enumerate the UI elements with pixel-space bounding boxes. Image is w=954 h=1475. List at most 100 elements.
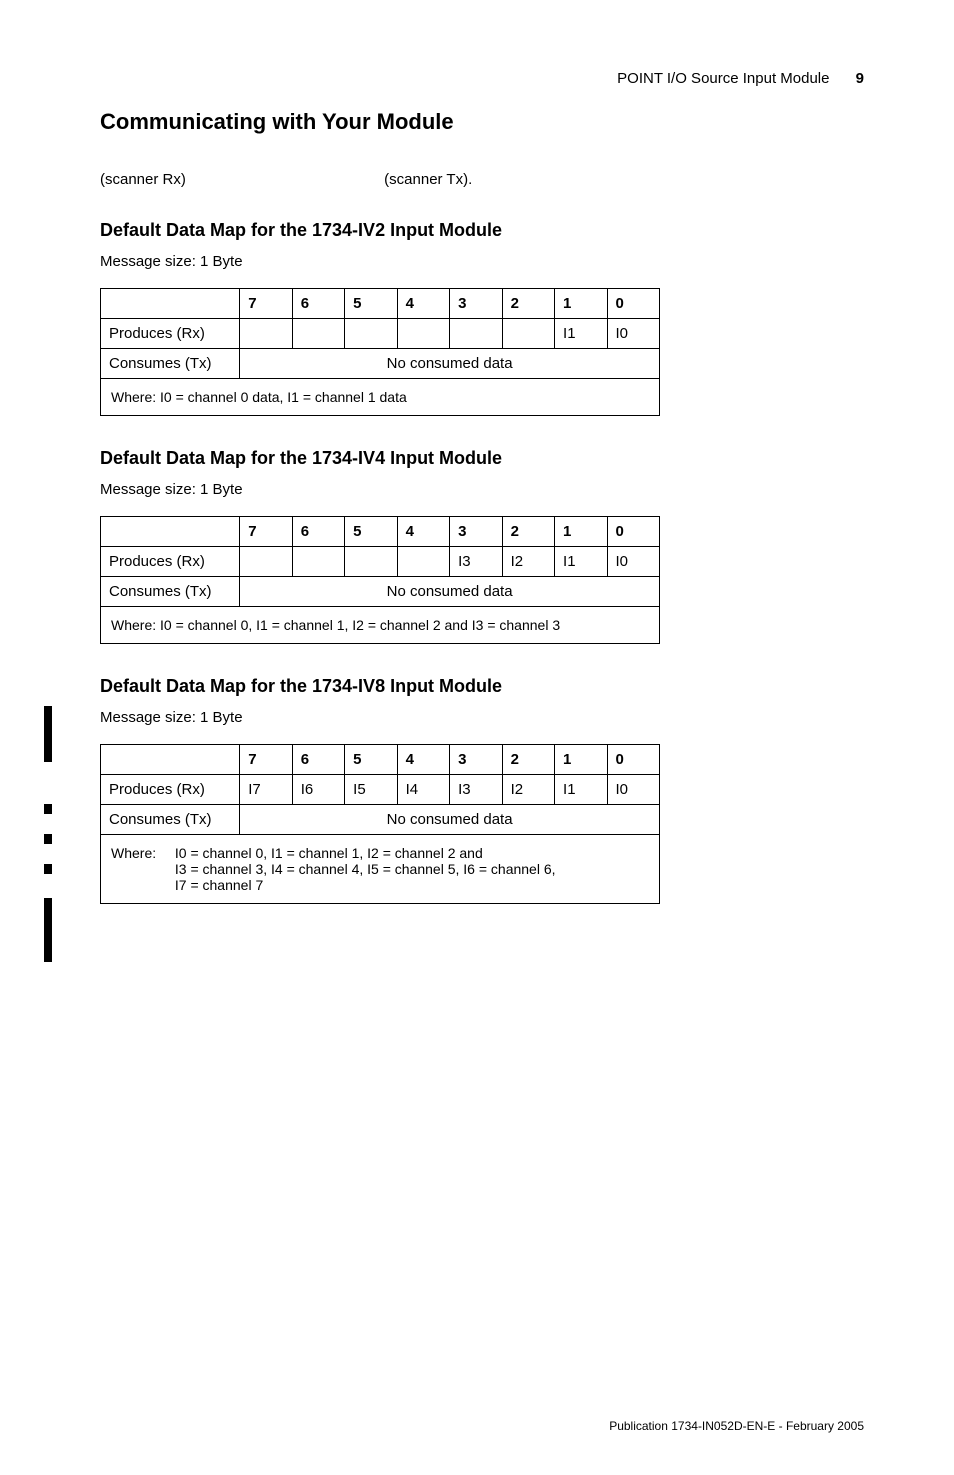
col-header: 2 — [502, 517, 554, 547]
cell: I4 — [397, 775, 449, 805]
row-label: Consumes (Tx) — [101, 577, 240, 607]
col-header: 5 — [345, 289, 397, 319]
where-label: Where: — [111, 845, 171, 861]
cell — [345, 319, 397, 349]
row-label: Consumes (Tx) — [101, 349, 240, 379]
iv2-msg: Message size: 1 Byte — [100, 253, 864, 270]
iv2-heading: Default Data Map for the 1734-IV2 Input … — [100, 220, 864, 241]
cell: I6 — [292, 775, 344, 805]
iv8-section: Default Data Map for the 1734-IV8 Input … — [100, 676, 864, 904]
scanner-rx: (scanner Rx) — [100, 171, 380, 188]
scanner-row: (scanner Rx) (scanner Tx). — [100, 171, 864, 188]
no-consumed: No consumed data — [240, 349, 660, 379]
table-row: Produces (Rx) I1 I0 — [101, 319, 660, 349]
cell — [292, 547, 344, 577]
cell: I5 — [345, 775, 397, 805]
table-row: Where: I0 = channel 0, I1 = channel 1, I… — [101, 835, 660, 904]
cell: I1 — [555, 319, 607, 349]
cell — [450, 319, 502, 349]
col-header: 0 — [607, 517, 659, 547]
cell — [240, 319, 292, 349]
col-header: 3 — [450, 517, 502, 547]
col-header: 5 — [345, 517, 397, 547]
col-header: 6 — [292, 289, 344, 319]
cell — [397, 547, 449, 577]
section-title: Communicating with Your Module — [100, 109, 864, 135]
table-row: Consumes (Tx) No consumed data — [101, 349, 660, 379]
col-header: 0 — [607, 289, 659, 319]
cell — [502, 319, 554, 349]
iv4-msg: Message size: 1 Byte — [100, 481, 864, 498]
col-header: 6 — [292, 745, 344, 775]
where-body: I0 = channel 0, I1 = channel 1, I2 = cha… — [175, 845, 556, 893]
col-header: 7 — [240, 289, 292, 319]
no-consumed: No consumed data — [240, 577, 660, 607]
table-row: Where: I0 = channel 0 data, I1 = channel… — [101, 379, 660, 416]
col-header: 7 — [240, 517, 292, 547]
scanner-tx: (scanner Tx). — [384, 171, 472, 188]
blank-header — [101, 745, 240, 775]
cell — [292, 319, 344, 349]
cell: I7 — [240, 775, 292, 805]
where-note: Where: I0 = channel 0 data, I1 = channel… — [101, 379, 660, 416]
col-header: 1 — [555, 745, 607, 775]
row-label: Consumes (Tx) — [101, 805, 240, 835]
where-note: Where: I0 = channel 0, I1 = channel 1, I… — [101, 835, 660, 904]
iv4-table: 7 6 5 4 3 2 1 0 Produces (Rx) I3 I2 I1 I… — [100, 516, 660, 644]
col-header: 7 — [240, 745, 292, 775]
table-row: Produces (Rx) I3 I2 I1 I0 — [101, 547, 660, 577]
cell — [345, 547, 397, 577]
change-bar-icon — [44, 834, 52, 844]
cell: I0 — [607, 319, 659, 349]
change-bar-icon — [44, 864, 52, 874]
change-bar-icon — [44, 898, 52, 962]
table-row: Consumes (Tx) No consumed data — [101, 805, 660, 835]
iv2-table: 7 6 5 4 3 2 1 0 Produces (Rx) I1 I0 Cons… — [100, 288, 660, 416]
publication-footer: Publication 1734-IN052D-EN-E - February … — [609, 1419, 864, 1433]
table-row: Produces (Rx) I7 I6 I5 I4 I3 I2 I1 I0 — [101, 775, 660, 805]
cell — [240, 547, 292, 577]
cell: I2 — [502, 775, 554, 805]
change-bar-icon — [44, 804, 52, 814]
table-row: Consumes (Tx) No consumed data — [101, 577, 660, 607]
table-row: 7 6 5 4 3 2 1 0 — [101, 289, 660, 319]
col-header: 1 — [555, 517, 607, 547]
cell: I1 — [555, 547, 607, 577]
iv8-table: 7 6 5 4 3 2 1 0 Produces (Rx) I7 I6 I5 I… — [100, 744, 660, 904]
iv8-msg: Message size: 1 Byte — [100, 709, 864, 726]
cell: I0 — [607, 547, 659, 577]
col-header: 4 — [397, 745, 449, 775]
table-row: 7 6 5 4 3 2 1 0 — [101, 517, 660, 547]
col-header: 2 — [502, 289, 554, 319]
change-bar-icon — [44, 706, 52, 762]
table-row: 7 6 5 4 3 2 1 0 — [101, 745, 660, 775]
row-label: Produces (Rx) — [101, 319, 240, 349]
col-header: 4 — [397, 517, 449, 547]
col-header: 3 — [450, 745, 502, 775]
iv4-heading: Default Data Map for the 1734-IV4 Input … — [100, 448, 864, 469]
iv8-heading: Default Data Map for the 1734-IV8 Input … — [100, 676, 864, 697]
no-consumed: No consumed data — [240, 805, 660, 835]
col-header: 5 — [345, 745, 397, 775]
cell: I2 — [502, 547, 554, 577]
row-label: Produces (Rx) — [101, 775, 240, 805]
cell: I3 — [450, 547, 502, 577]
where-note: Where: I0 = channel 0, I1 = channel 1, I… — [101, 607, 660, 644]
cell — [397, 319, 449, 349]
col-header: 3 — [450, 289, 502, 319]
col-header: 6 — [292, 517, 344, 547]
page-header: POINT I/O Source Input Module 9 — [100, 70, 864, 87]
blank-header — [101, 517, 240, 547]
doc-title: POINT I/O Source Input Module — [617, 70, 829, 87]
blank-header — [101, 289, 240, 319]
cell: I1 — [555, 775, 607, 805]
col-header: 4 — [397, 289, 449, 319]
table-row: Where: I0 = channel 0, I1 = channel 1, I… — [101, 607, 660, 644]
col-header: 2 — [502, 745, 554, 775]
row-label: Produces (Rx) — [101, 547, 240, 577]
cell: I0 — [607, 775, 659, 805]
col-header: 0 — [607, 745, 659, 775]
col-header: 1 — [555, 289, 607, 319]
page-number: 9 — [856, 70, 864, 87]
cell: I3 — [450, 775, 502, 805]
